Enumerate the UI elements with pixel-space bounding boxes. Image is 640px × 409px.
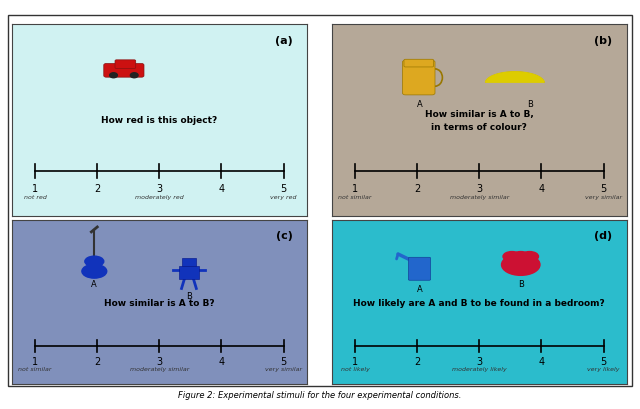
- Text: 4: 4: [218, 356, 225, 366]
- Text: How similar is A to B?: How similar is A to B?: [104, 298, 214, 307]
- Text: very similar: very similar: [265, 366, 302, 371]
- Text: A: A: [92, 280, 97, 289]
- Text: 2: 2: [94, 356, 100, 366]
- Polygon shape: [485, 73, 544, 83]
- Text: A: A: [417, 99, 423, 108]
- Circle shape: [82, 265, 107, 279]
- Text: 4: 4: [538, 356, 545, 366]
- Circle shape: [502, 254, 540, 276]
- Text: not likely: not likely: [340, 366, 370, 371]
- FancyBboxPatch shape: [404, 60, 433, 68]
- FancyBboxPatch shape: [182, 259, 196, 266]
- Text: moderately likely: moderately likely: [452, 366, 507, 371]
- Text: moderately similar: moderately similar: [450, 195, 509, 200]
- FancyBboxPatch shape: [104, 64, 144, 78]
- Text: very red: very red: [270, 195, 297, 200]
- Text: How red is this object?: How red is this object?: [101, 116, 218, 125]
- Text: B: B: [527, 99, 532, 108]
- FancyBboxPatch shape: [403, 61, 435, 96]
- Text: How similar is A to B,
in terms of colour?: How similar is A to B, in terms of colou…: [425, 110, 534, 131]
- FancyBboxPatch shape: [115, 61, 136, 70]
- Text: (a): (a): [275, 36, 292, 46]
- FancyBboxPatch shape: [408, 258, 431, 281]
- Text: 1: 1: [32, 356, 38, 366]
- Text: moderately red: moderately red: [135, 195, 184, 200]
- Text: very likely: very likely: [588, 366, 620, 371]
- Text: not similar: not similar: [19, 366, 52, 371]
- Text: 1: 1: [352, 183, 358, 193]
- Text: moderately similar: moderately similar: [130, 366, 189, 371]
- Text: not similar: not similar: [339, 195, 372, 200]
- Text: 3: 3: [156, 183, 163, 193]
- Text: 2: 2: [414, 356, 420, 366]
- Text: 3: 3: [476, 183, 483, 193]
- Text: 4: 4: [218, 183, 225, 193]
- Text: 5: 5: [600, 183, 607, 193]
- Text: 1: 1: [352, 356, 358, 366]
- Text: B: B: [186, 291, 192, 300]
- Text: 5: 5: [600, 356, 607, 366]
- Circle shape: [512, 252, 530, 262]
- Text: (b): (b): [595, 36, 612, 46]
- Text: How likely are A and B to be found in a bedroom?: How likely are A and B to be found in a …: [353, 298, 605, 307]
- Circle shape: [521, 252, 538, 262]
- Text: A: A: [417, 285, 423, 294]
- Text: Figure 2: Experimental stimuli for the four experimental conditions.: Figure 2: Experimental stimuli for the f…: [179, 390, 461, 399]
- Text: (d): (d): [595, 231, 612, 240]
- Text: 4: 4: [538, 183, 545, 193]
- Text: 2: 2: [414, 183, 420, 193]
- Circle shape: [85, 256, 104, 267]
- Text: 5: 5: [280, 183, 287, 193]
- Text: not red: not red: [24, 195, 47, 200]
- Circle shape: [131, 74, 138, 79]
- Text: very similar: very similar: [585, 195, 622, 200]
- Circle shape: [503, 252, 521, 262]
- Text: (c): (c): [276, 231, 292, 240]
- Text: 2: 2: [94, 183, 100, 193]
- Text: 5: 5: [280, 356, 287, 366]
- Text: B: B: [518, 280, 524, 289]
- Text: 3: 3: [476, 356, 483, 366]
- FancyBboxPatch shape: [179, 266, 198, 279]
- Text: 1: 1: [32, 183, 38, 193]
- Text: 3: 3: [156, 356, 163, 366]
- Circle shape: [109, 74, 117, 79]
